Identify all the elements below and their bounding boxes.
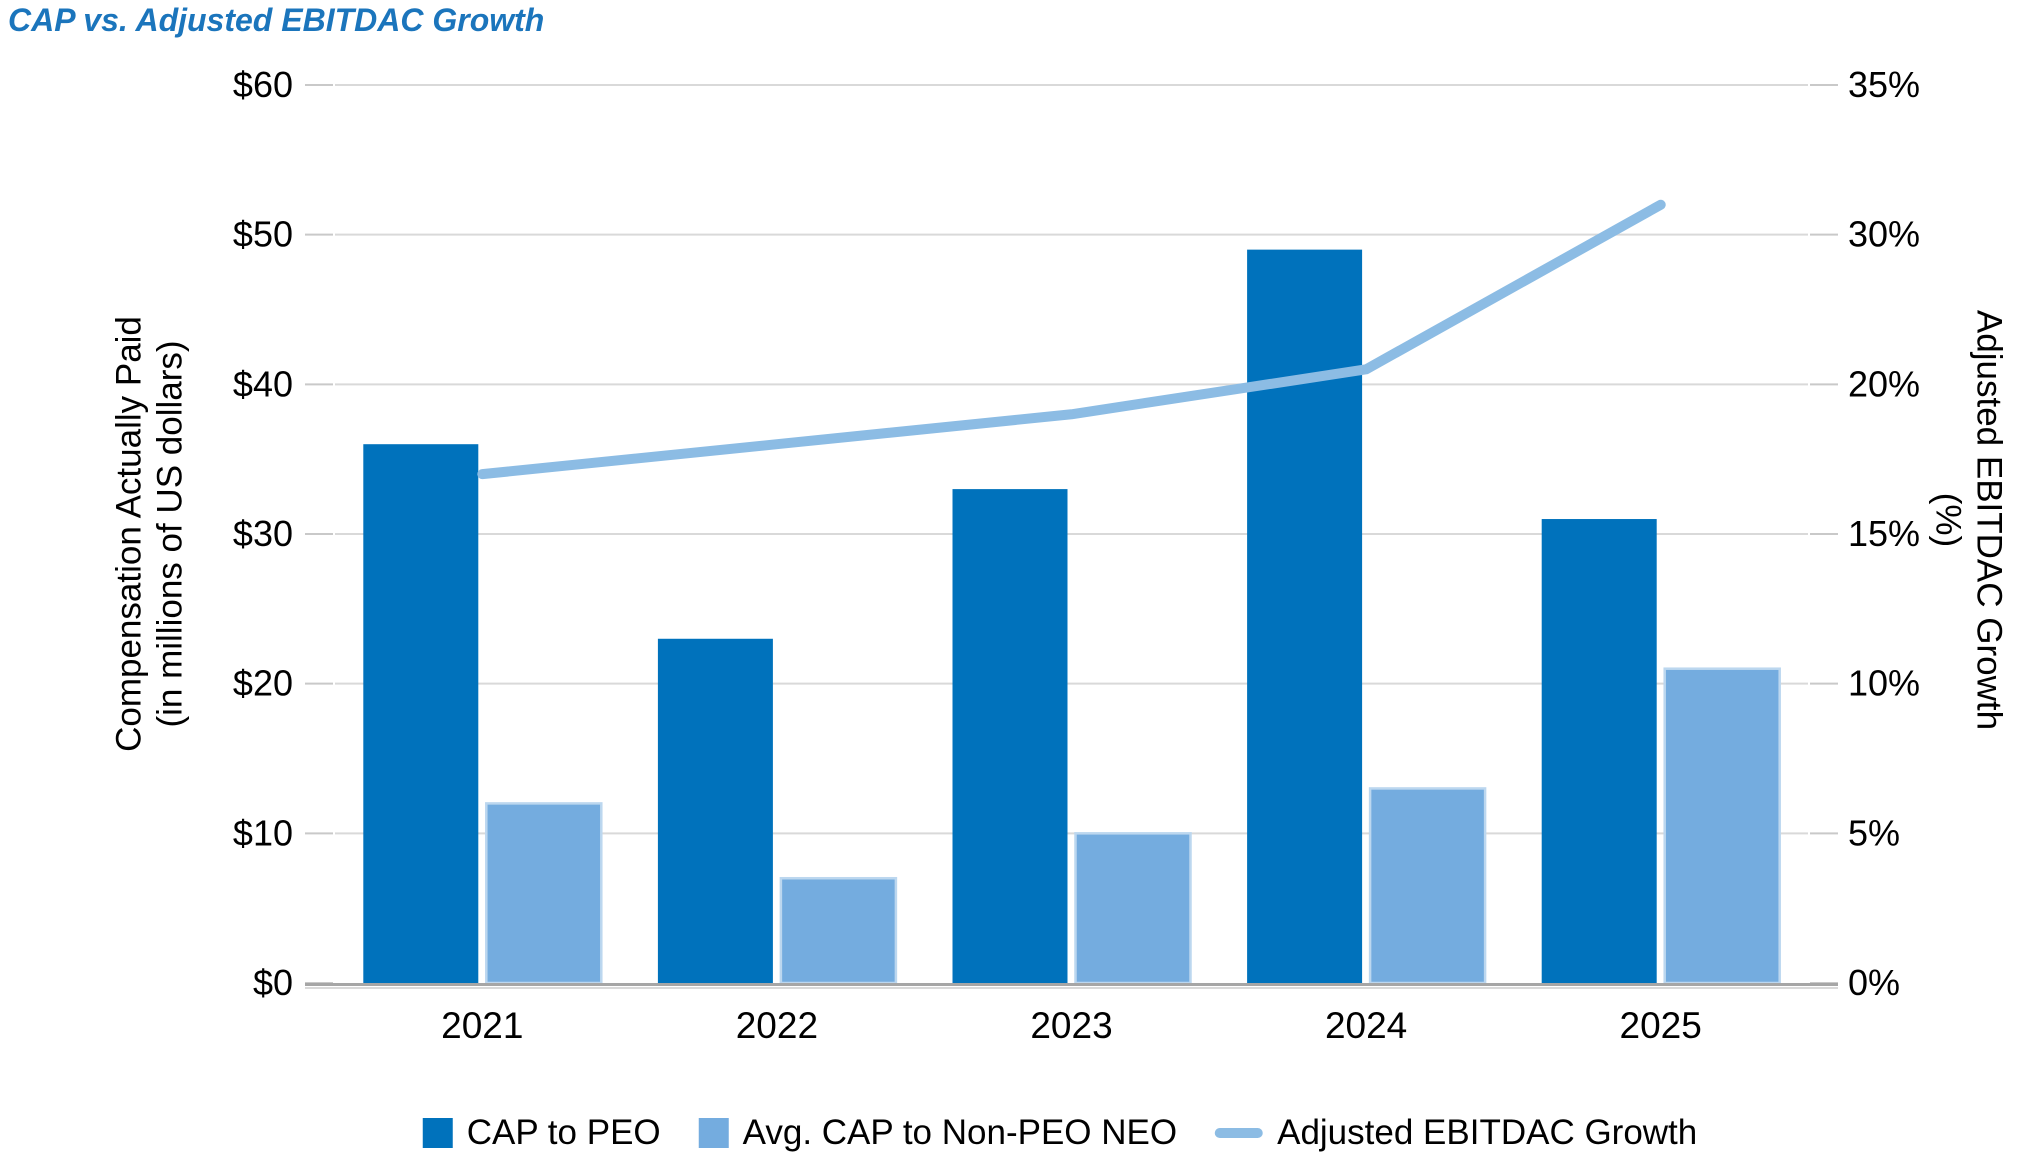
- left-axis-tick-label: $60: [233, 64, 293, 105]
- line-adjusted-ebitdac-growth: [477, 199, 1666, 480]
- right-axis-tick-label: 0%: [1848, 962, 1900, 1003]
- left-axis-tick-label: $0: [253, 962, 293, 1003]
- left-axis-title-line2: (in millions of US dollars): [151, 340, 190, 728]
- left-axis-tick-label: $30: [233, 513, 293, 554]
- x-tick-label-2023: 2023: [1030, 1005, 1112, 1046]
- left-axis-title-line1: Compensation Actually Paid: [109, 316, 149, 752]
- bar-avg-cap-non-peo-neo-2023: [1074, 832, 1192, 985]
- right-axis-tick-label: 15%: [1848, 513, 1920, 554]
- legend-label-avg-cap-non-peo-neo: Avg. CAP to Non-PEO NEO: [742, 1113, 1178, 1152]
- left-axis-title: Compensation Actually Paid (in millions …: [109, 316, 192, 752]
- bar-cap-to-peo-2021: [363, 444, 479, 983]
- legend-swatch-secondary-bar: [698, 1118, 729, 1148]
- bar-cap-to-peo-2025: [1541, 519, 1657, 983]
- chart-title: CAP vs. Adjusted EBITDAC Growth: [8, 2, 545, 38]
- right-axis-tick-label: 30%: [1848, 214, 1920, 255]
- left-axis-tick-label: $40: [233, 363, 293, 404]
- bar-avg-cap-non-peo-neo-2024: [1368, 787, 1487, 985]
- bar-cap-to-peo-2023: [952, 489, 1068, 983]
- x-tick-label-2025: 2025: [1620, 1005, 1702, 1046]
- right-axis-title-line1: Adjusted EBITDAC Growth: [1969, 309, 2009, 731]
- right-axis-tick-label: 35%: [1848, 64, 1920, 105]
- bar-avg-cap-non-peo-neo-2021: [485, 802, 603, 985]
- x-tick-label-2021: 2021: [441, 1005, 523, 1046]
- right-axis-tick-label: 10%: [1848, 663, 1920, 704]
- legend-item-avg-cap-non-peo-neo: Avg. CAP to Non-PEO NEO: [698, 1113, 1178, 1153]
- legend-label-adjusted-ebitdac-growth: Adjusted EBITDAC Growth: [1277, 1113, 1698, 1152]
- bar-cap-to-peo-2024: [1247, 249, 1363, 984]
- x-tick-label-2024: 2024: [1325, 1005, 1407, 1046]
- chart-legend: CAP to PEO Avg. CAP to Non-PEO NEO Adjus…: [422, 1113, 1697, 1153]
- right-axis-title-line2: (%): [1928, 492, 1967, 548]
- bar-cap-to-peo-2022: [657, 638, 773, 983]
- bar-avg-cap-non-peo-neo-2022: [779, 876, 898, 985]
- right-axis-title: Adjusted EBITDAC Growth (%): [1927, 310, 2010, 730]
- bar-avg-cap-non-peo-neo-2025: [1663, 667, 1781, 985]
- x-tick-label-2022: 2022: [736, 1005, 818, 1046]
- legend-label-cap-to-peo: CAP to PEO: [466, 1113, 661, 1152]
- legend-item-cap-to-peo: CAP to PEO: [422, 1113, 661, 1153]
- left-axis-tick-label: $50: [233, 214, 293, 255]
- left-axis-tick-label: $10: [233, 812, 293, 853]
- left-axis-tick-label: $20: [233, 663, 293, 704]
- legend-swatch-line-series: [1215, 1128, 1264, 1138]
- right-axis-tick-label: 5%: [1848, 812, 1900, 853]
- legend-swatch-primary-bar: [422, 1118, 453, 1148]
- right-axis-tick-label: 20%: [1848, 363, 1920, 404]
- legend-item-adjusted-ebitdac-growth: Adjusted EBITDAC Growth: [1215, 1113, 1697, 1153]
